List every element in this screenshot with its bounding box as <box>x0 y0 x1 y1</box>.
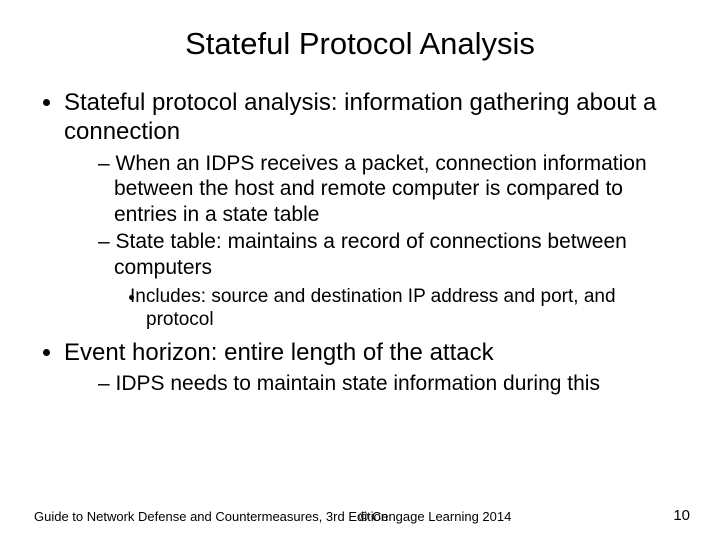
bullet-lvl2: State table: maintains a record of conne… <box>98 229 684 331</box>
bullet-list-lvl3: Includes: source and destination IP addr… <box>114 285 684 332</box>
slide-body: Stateful protocol analysis: information … <box>0 88 720 397</box>
bullet-text: IDPS needs to maintain state information… <box>116 372 600 395</box>
bullet-text: Stateful protocol analysis: information … <box>64 89 656 145</box>
footer-page-number: 10 <box>673 507 690 524</box>
slide: Stateful Protocol Analysis Stateful prot… <box>0 0 720 540</box>
bullet-text: When an IDPS receives a packet, connecti… <box>114 152 647 226</box>
bullet-lvl2: IDPS needs to maintain state information… <box>98 371 684 397</box>
bullet-lvl1: Stateful protocol analysis: information … <box>64 88 684 332</box>
bullet-text: Includes: source and destination IP addr… <box>130 286 616 331</box>
bullet-text: Event horizon: entire length of the atta… <box>64 339 494 366</box>
bullet-list-lvl2: IDPS needs to maintain state information… <box>64 371 684 397</box>
bullet-list-lvl2: When an IDPS receives a packet, connecti… <box>64 151 684 332</box>
bullet-text: State table: maintains a record of conne… <box>114 230 627 279</box>
bullet-lvl3: Includes: source and destination IP addr… <box>146 285 684 332</box>
bullet-lvl1: Event horizon: entire length of the atta… <box>64 338 684 397</box>
footer-copyright: © Cengage Learning 2014 <box>0 509 720 524</box>
bullet-list-lvl1: Stateful protocol analysis: information … <box>36 88 684 397</box>
bullet-lvl2: When an IDPS receives a packet, connecti… <box>98 151 684 228</box>
slide-title: Stateful Protocol Analysis <box>0 0 720 80</box>
